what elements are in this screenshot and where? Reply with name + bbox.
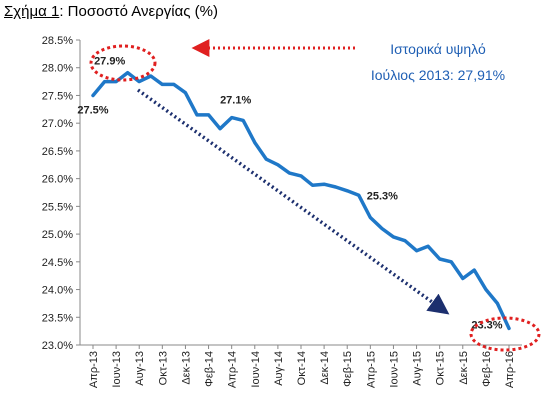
chart-title: Σχήμα 1: Ποσοστό Ανεργίας (%) — [4, 3, 218, 20]
x-tick-label: Δεκ-13 — [180, 351, 192, 385]
x-tick-label: Οκτ-15 — [435, 351, 447, 385]
data-point — [415, 249, 418, 252]
data-point — [484, 288, 487, 291]
y-tick-label: 25.0% — [42, 229, 73, 241]
data-point — [300, 174, 303, 177]
y-tick-label: 24.0% — [42, 285, 73, 297]
y-tick-label: 23.0% — [42, 340, 73, 352]
x-tick-label: Απρ-14 — [227, 351, 239, 388]
data-label: 27.1% — [220, 95, 251, 107]
annotation-note: Ιστορικά υψηλό Ιούλιος 2013: 27,91% — [371, 41, 505, 83]
data-point — [438, 258, 441, 261]
x-tick-label: Απρ-13 — [88, 351, 100, 388]
unemployment-series-line — [91, 70, 511, 331]
x-tick-label: Αυγ-15 — [412, 351, 424, 386]
data-point — [392, 235, 395, 238]
y-tick-label: 23.5% — [42, 312, 73, 324]
data-point — [508, 327, 511, 330]
x-tick-label: Οκτ-14 — [296, 351, 308, 385]
x-tick-label: Φεβ-16 — [481, 351, 493, 387]
y-tick-label: 28.0% — [42, 63, 73, 75]
y-tick-label: 26.5% — [42, 146, 73, 158]
data-point — [323, 183, 326, 186]
max-highlight-circle — [89, 44, 157, 82]
data-point — [265, 158, 268, 161]
x-tick-label: Απρ-15 — [365, 351, 377, 388]
x-tick-label: Δεκ-14 — [319, 351, 331, 385]
y-tick-label: 27.0% — [42, 118, 73, 130]
data-point — [103, 80, 106, 83]
highlight-circles — [89, 44, 541, 352]
data-point — [115, 80, 118, 83]
x-tick-label: Αυγ-14 — [273, 351, 285, 386]
x-tick-label: Αυγ-13 — [134, 351, 146, 386]
x-tick-label: Οκτ-13 — [157, 351, 169, 385]
chart-annotations — [136, 39, 450, 315]
data-point — [334, 185, 337, 188]
x-tick-label: Δεκ-15 — [458, 351, 470, 385]
trend-arrow — [136, 88, 450, 315]
x-tick-label: Ιουν-15 — [388, 351, 400, 388]
data-point — [276, 163, 279, 166]
data-point — [126, 71, 129, 74]
data-point — [149, 75, 152, 78]
data-point — [253, 141, 256, 144]
data-point — [184, 91, 187, 94]
data-point — [461, 277, 464, 280]
data-point — [172, 83, 175, 86]
data-label: 25.3% — [367, 190, 398, 202]
latest-highlight-circle — [469, 316, 541, 352]
data-point — [346, 189, 349, 192]
data-point — [427, 245, 430, 248]
data-point — [450, 260, 453, 263]
data-point — [404, 239, 407, 242]
data-point — [380, 227, 383, 230]
y-tick-label: 28.5% — [42, 35, 73, 47]
data-point — [207, 113, 210, 116]
data-label: 27.9% — [94, 56, 125, 68]
data-label: 23.3% — [471, 319, 502, 331]
data-point — [230, 116, 233, 119]
chart-axes: 23.0% 23.5% 24.0% 24.5% 25.0% 25.5% 26.0% 26.5%… — [42, 35, 522, 388]
data-point — [473, 269, 476, 272]
data-point — [369, 216, 372, 219]
annotation-line-1: Ιστορικά υψηλό — [390, 41, 486, 57]
figure-number: Σχήμα 1 — [4, 3, 60, 20]
data-point — [288, 172, 291, 175]
data-point — [196, 113, 199, 116]
data-label: 27.5% — [77, 104, 108, 116]
x-tick-label: Φεβ-14 — [204, 351, 216, 387]
data-point — [242, 119, 245, 122]
x-tick-label: Απρ-16 — [504, 351, 516, 388]
data-point — [357, 194, 360, 197]
data-labels-group: 27.5% 27.9% 27.1% 25.3% 23.3% — [77, 56, 502, 332]
y-tick-label: 24.5% — [42, 257, 73, 269]
data-point — [496, 302, 499, 305]
x-tick-label: Φεβ-15 — [342, 351, 354, 387]
figure-caption: : Ποσοστό Ανεργίας (%) — [59, 3, 218, 20]
data-point — [161, 83, 164, 86]
data-point — [219, 127, 222, 130]
y-tick-label: 25.5% — [42, 201, 73, 213]
x-tick-label: Ιουν-13 — [111, 351, 123, 388]
data-point — [92, 94, 95, 97]
data-point — [138, 80, 141, 83]
x-tick-label: Ιουν-14 — [250, 351, 262, 388]
y-tick-label: 27.5% — [42, 90, 73, 102]
annotation-line-2: Ιούλιος 2013: 27,91% — [371, 67, 505, 83]
data-point — [311, 184, 314, 187]
y-tick-label: 26.0% — [42, 174, 73, 186]
series-group — [91, 70, 511, 331]
